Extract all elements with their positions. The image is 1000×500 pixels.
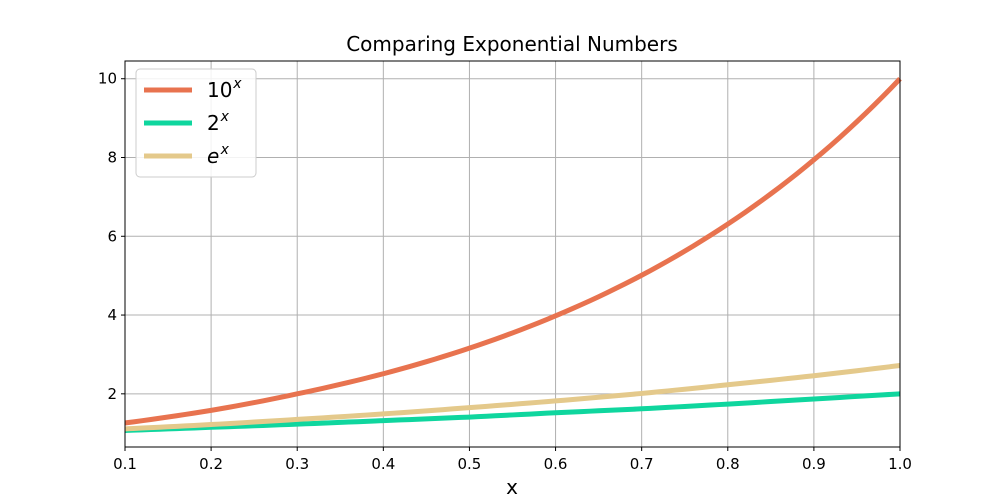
y-tick-label: 4 bbox=[107, 306, 117, 324]
x-tick-label: 0.9 bbox=[802, 455, 826, 473]
y-tick-label: 8 bbox=[107, 149, 117, 167]
x-axis-label: x bbox=[506, 475, 518, 499]
x-tick-label: 0.5 bbox=[458, 455, 482, 473]
y-tick-label: 6 bbox=[107, 227, 117, 245]
legend-label: 10 bbox=[207, 78, 232, 102]
series-line-0 bbox=[124, 76, 902, 426]
chart-title: Comparing Exponential Numbers bbox=[346, 32, 678, 56]
legend-label: 2 bbox=[207, 111, 220, 135]
x-tick-label: 0.8 bbox=[716, 455, 740, 473]
plot-frame bbox=[124, 60, 901, 448]
series-line-2 bbox=[124, 362, 901, 432]
x-axis-ticks: 0.1 0.2 0.3 0.4 0.5 0.6 0.7 0.8 0.9 1.0 bbox=[113, 447, 912, 473]
x-tick-label: 0.3 bbox=[285, 455, 309, 473]
legend-label-superscript: x bbox=[220, 142, 230, 158]
y-axis-ticks: 2 4 6 8 10 bbox=[98, 70, 125, 403]
legend-box bbox=[135, 68, 257, 178]
y-tick-label: 10 bbox=[98, 70, 117, 88]
legend: 10 x2 xe x bbox=[135, 68, 257, 178]
series-lines bbox=[124, 76, 902, 433]
legend-label-superscript: x bbox=[232, 76, 242, 92]
legend-label-superscript: x bbox=[220, 109, 230, 125]
y-tick-label: 2 bbox=[107, 385, 117, 403]
x-tick-label: 0.1 bbox=[113, 455, 137, 473]
x-tick-label: 0.4 bbox=[371, 455, 395, 473]
x-tick-label: 0.6 bbox=[544, 455, 568, 473]
x-tick-label: 1.0 bbox=[888, 455, 912, 473]
x-tick-label: 0.7 bbox=[630, 455, 654, 473]
x-tick-label: 0.2 bbox=[199, 455, 223, 473]
series-line-1 bbox=[124, 391, 901, 433]
legend-label: e bbox=[207, 144, 219, 168]
